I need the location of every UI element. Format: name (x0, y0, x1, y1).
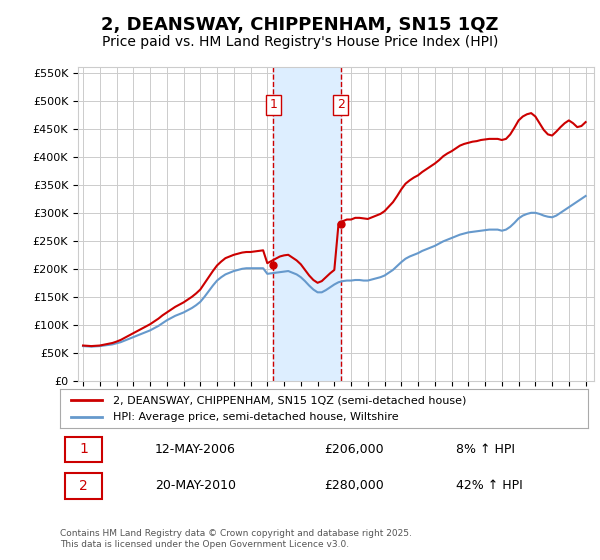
Text: Price paid vs. HM Land Registry's House Price Index (HPI): Price paid vs. HM Land Registry's House … (102, 35, 498, 49)
Text: 1: 1 (79, 442, 88, 456)
Text: 8% ↑ HPI: 8% ↑ HPI (456, 443, 515, 456)
Text: 1: 1 (269, 99, 277, 111)
FancyBboxPatch shape (65, 437, 102, 462)
Text: 2: 2 (337, 99, 344, 111)
Text: £206,000: £206,000 (324, 443, 383, 456)
Text: 2: 2 (79, 479, 88, 493)
Text: Contains HM Land Registry data © Crown copyright and database right 2025.
This d: Contains HM Land Registry data © Crown c… (60, 529, 412, 549)
Text: 12-MAY-2006: 12-MAY-2006 (155, 443, 236, 456)
Text: 20-MAY-2010: 20-MAY-2010 (155, 479, 236, 492)
Text: 2, DEANSWAY, CHIPPENHAM, SN15 1QZ (semi-detached house): 2, DEANSWAY, CHIPPENHAM, SN15 1QZ (semi-… (113, 395, 466, 405)
Text: £280,000: £280,000 (324, 479, 384, 492)
Text: HPI: Average price, semi-detached house, Wiltshire: HPI: Average price, semi-detached house,… (113, 412, 398, 422)
FancyBboxPatch shape (65, 473, 102, 498)
Text: 42% ↑ HPI: 42% ↑ HPI (456, 479, 523, 492)
Text: 2, DEANSWAY, CHIPPENHAM, SN15 1QZ: 2, DEANSWAY, CHIPPENHAM, SN15 1QZ (101, 16, 499, 34)
Bar (274, 67, 341, 381)
